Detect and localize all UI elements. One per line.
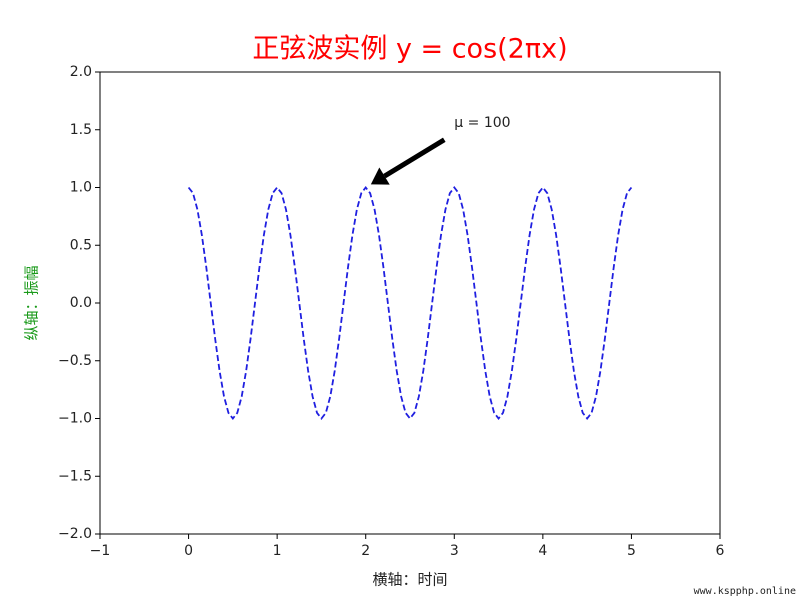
y-tick-label: 1.5 (70, 122, 92, 138)
x-tick-label: 6 (716, 543, 725, 559)
x-tick-label: 1 (273, 543, 282, 559)
y-tick-label: −1.0 (58, 411, 92, 427)
x-tick-label: 3 (450, 543, 459, 559)
x-tick-label: −1 (90, 543, 111, 559)
y-axis-label: 纵轴：振幅 (23, 265, 41, 340)
y-tick-label: −1.5 (58, 468, 92, 484)
y-tick-label: 2.0 (70, 64, 92, 80)
data-line (187, 186, 633, 420)
chart-title: 正弦波实例 y = cos(2πx) (252, 34, 567, 65)
x-tick-label: 4 (538, 543, 547, 559)
y-tick-label: −2.0 (58, 526, 92, 542)
y-tick-label: 0.5 (70, 237, 92, 253)
annotation-arrow (383, 137, 446, 179)
x-tick-label: 0 (184, 543, 193, 559)
x-tick-label: 2 (361, 543, 370, 559)
annotation-text: μ = 100 (454, 115, 510, 131)
y-tick-label: 1.0 (70, 180, 92, 196)
y-tick-label: 0.0 (70, 295, 92, 311)
annotation-arrowhead (370, 167, 390, 185)
x-axis-label: 横轴：时间 (372, 571, 447, 589)
watermark: www.kspphp.online (694, 586, 796, 597)
y-tick-label: −0.5 (58, 353, 92, 369)
x-tick-label: 5 (627, 543, 636, 559)
